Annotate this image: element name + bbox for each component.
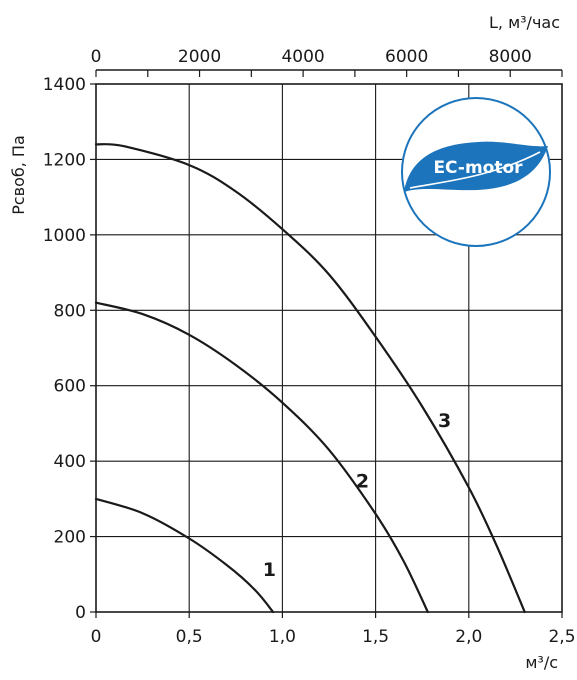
y-tick-label: 1400	[43, 75, 86, 95]
top-tick-label: 6000	[385, 47, 428, 67]
leaf-icon	[404, 141, 548, 192]
top-tick-label: 4000	[281, 47, 324, 67]
plot-frame	[95, 83, 563, 613]
curve-label-2: 2	[356, 471, 369, 493]
curve-label-3: 3	[438, 410, 451, 432]
x-tick-label: 0	[91, 627, 102, 647]
series-curve-3	[94, 143, 526, 614]
y-tick-label: 1200	[43, 150, 86, 170]
y-tick-label: 0	[75, 603, 86, 623]
y-tick-label: 800	[54, 301, 86, 321]
y-tick-label: 400	[54, 452, 86, 472]
x-axis-top-label: L, м³/час	[489, 13, 560, 32]
x-axis-bottom-label: м³/с	[525, 653, 558, 672]
top-tick-label: 2000	[178, 47, 221, 67]
x-ticks-top: 0 2000 4000 6000 8000	[91, 47, 563, 77]
curve-labels: 1 2 3	[263, 410, 451, 581]
series-curve-2	[94, 301, 429, 614]
series-curve-1	[94, 497, 275, 614]
top-tick-label: 8000	[489, 47, 532, 67]
x-ticks-bottom: 0 0,5 1,0 1,5 2,0 2,5	[91, 612, 576, 647]
y-axis-label: Рсвоб, Па	[9, 135, 28, 215]
top-tick-label: 0	[91, 47, 102, 67]
series-curves	[94, 143, 526, 614]
y-ticks: 0 200 400 600 800 1000 1200 1400	[43, 75, 96, 623]
y-tick-label: 200	[54, 528, 86, 548]
x-tick-label: 2,0	[455, 627, 482, 647]
x-tick-label: 1,0	[269, 627, 296, 647]
leaf-vein-icon	[409, 151, 541, 189]
y-tick-label: 1000	[43, 226, 86, 246]
x-tick-label: 2,5	[548, 627, 575, 647]
y-tick-label: 600	[54, 377, 86, 397]
ec-motor-badge: EC-motor	[401, 97, 551, 247]
curve-label-1: 1	[263, 559, 276, 581]
badge-text: EC-motor	[433, 158, 523, 178]
x-tick-label: 1,5	[362, 627, 389, 647]
x-tick-label: 0,5	[176, 627, 203, 647]
